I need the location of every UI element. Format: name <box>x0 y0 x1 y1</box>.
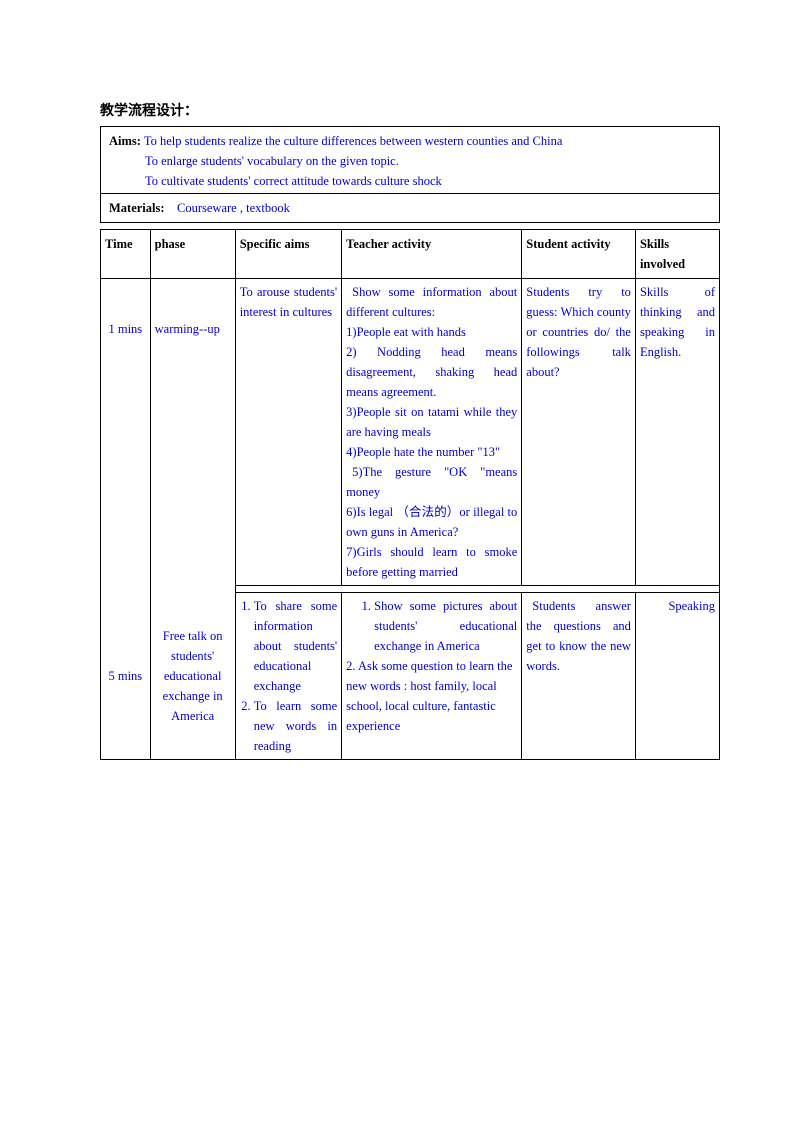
r2-skills: Speaking <box>635 593 719 760</box>
r2-teacher1: Show some pictures about students' educa… <box>374 596 517 656</box>
r2-teacher: Show some pictures about students' educa… <box>342 593 522 760</box>
r1-student: Students try to guess: Which county or c… <box>522 279 636 586</box>
hdr-teacher: Teacher activity <box>342 230 522 279</box>
gap-row <box>101 223 720 230</box>
r1-teacher: Show some information about different cu… <box>342 279 522 586</box>
row1: 1 mins warming--up To arouse students' i… <box>101 279 720 586</box>
r1-t-1: 2) Nodding head means disagreement, shak… <box>346 342 517 402</box>
aims-row: Aims: To help students realize the cultu… <box>101 127 720 194</box>
r1-teacher-intro: Show some information about different cu… <box>346 282 517 322</box>
r2-teacher2: 2. Ask some question to learn the new wo… <box>346 656 517 736</box>
row2: 5 mins Free talk on students' educationa… <box>101 593 720 760</box>
hdr-phase: phase <box>150 230 235 279</box>
r2-phase: Free talk on students' educational excha… <box>150 593 235 760</box>
doc-title: 教学流程设计： <box>100 100 720 120</box>
materials-label: Materials: <box>109 201 165 215</box>
aims-line1: To help students realize the culture dif… <box>144 134 563 148</box>
hdr-aims: Specific aims <box>235 230 341 279</box>
r1-t-2: 3)People sit on tatami while they are ha… <box>346 402 517 442</box>
r2-aims2: To learn some new words in reading <box>254 696 337 756</box>
r2-aims1: To share some information about students… <box>254 596 337 696</box>
r1-phase: warming--up <box>150 279 235 586</box>
r1-t-3: 4)People hate the number "13" <box>346 442 517 462</box>
page: 教学流程设计： Aims: To help students realize t… <box>0 0 800 800</box>
hdr-time: Time <box>101 230 151 279</box>
header-row: Time phase Specific aims Teacher activit… <box>101 230 720 279</box>
r1-t-5: 6)Is legal （合法的）or illegal to own guns i… <box>346 502 517 542</box>
r2-time: 5 mins <box>101 593 151 760</box>
hdr-skills: Skills involved <box>635 230 719 279</box>
r1-time: 1 mins <box>101 279 151 586</box>
r1-t-4: 5)The gesture "OK "means money <box>346 462 517 502</box>
aims-label: Aims: <box>109 134 141 148</box>
r1-aims: To arouse students' interest in cultures <box>235 279 341 586</box>
aims-line2: To enlarge students' vocabulary on the g… <box>145 154 399 168</box>
r1-skills: Skills of thinking and speaking in Engli… <box>635 279 719 586</box>
r1-t-0: 1)People eat with hands <box>346 325 466 339</box>
r2-student: Students answer the questions and get to… <box>522 593 636 760</box>
r2-aims: To share some information about students… <box>235 593 341 760</box>
outer-table: Aims: To help students realize the cultu… <box>100 126 720 760</box>
materials-row: Materials: Courseware , textbook <box>101 194 720 223</box>
spacer <box>101 586 720 593</box>
materials-value: Courseware , textbook <box>177 201 290 215</box>
r1-t-6: 7)Girls should learn to smoke before get… <box>346 542 517 582</box>
hdr-student: Student activity <box>522 230 636 279</box>
aims-line3: To cultivate students' correct attitude … <box>145 174 442 188</box>
